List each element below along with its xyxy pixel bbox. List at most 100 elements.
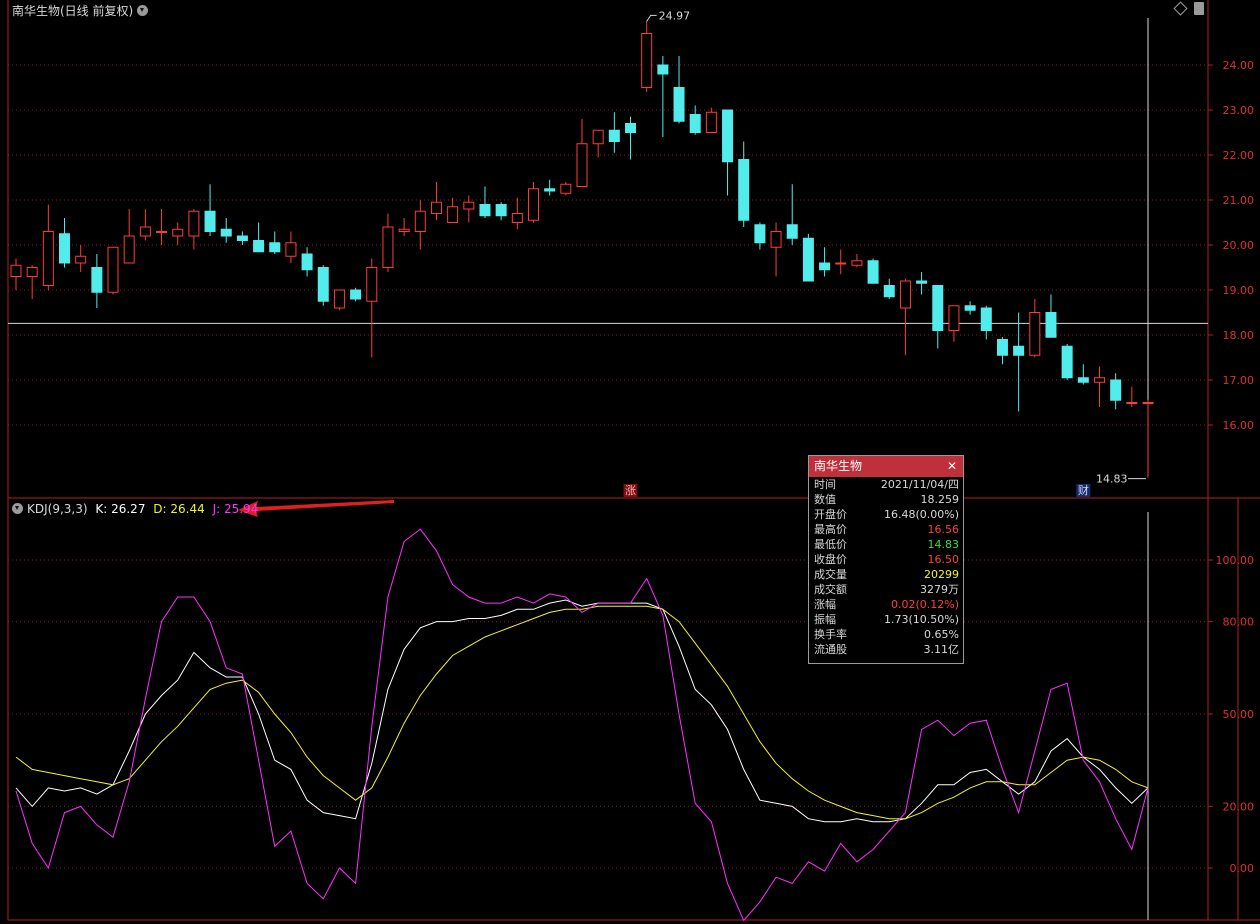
candle-body (754, 224, 766, 244)
candle (414, 200, 426, 250)
candle-body (447, 206, 459, 223)
candle-body (511, 213, 523, 223)
candle-body (479, 204, 491, 217)
candle (738, 141, 750, 227)
zhang-badge: 涨 (625, 484, 636, 497)
candle-body (414, 210, 426, 232)
kdj-line-k (15, 599, 1149, 823)
tooltip-row: 开盘价 16.48(0.00%) (809, 507, 963, 522)
candle-body (1126, 402, 1138, 404)
candle (285, 231, 297, 263)
candle (867, 258, 879, 284)
candle (705, 107, 717, 133)
candle-body (10, 264, 22, 277)
candle-body (317, 267, 329, 302)
candle-body (948, 305, 960, 331)
kdj-tick-label: 20.00 (1223, 800, 1255, 813)
candle (625, 116, 637, 160)
candle (1029, 299, 1041, 358)
candle (722, 109, 734, 196)
tooltip-header: 南华生物 ✕ (809, 456, 963, 477)
candle (835, 249, 847, 275)
candle-body (802, 237, 814, 282)
price-tick-label: 18.00 (1223, 329, 1255, 342)
annotation-arrow (238, 500, 394, 517)
candle-body (463, 201, 475, 210)
candle-body (705, 111, 717, 133)
candle-body (172, 228, 184, 237)
candle-body (220, 228, 232, 237)
tooltip-row: 换手率 0.65% (809, 627, 963, 642)
tooltip-row: 振幅 1.73(10.50%) (809, 612, 963, 627)
tooltip-row: 涨幅 0.02(0.12%) (809, 597, 963, 612)
candle (75, 245, 87, 272)
indicator-menu-icon[interactable] (12, 503, 23, 514)
candle-body (738, 159, 750, 221)
candle (592, 129, 604, 158)
price-tick-label: 20.00 (1223, 239, 1255, 252)
candle (1077, 364, 1089, 385)
price-tick-label: 23.00 (1223, 104, 1255, 117)
tooltip-rows: 时间 2021/11/04/四 数值 18.259 开盘价 16.48(0.00%) 最高价… (809, 477, 963, 657)
kdj-line-j (15, 528, 1149, 922)
candle (204, 184, 216, 236)
candle-body (689, 114, 701, 133)
tooltip-row-label: 成交量 (814, 568, 847, 581)
candle (463, 195, 475, 223)
kdj-tick-label: 80.00 (1223, 616, 1255, 629)
candle-body (430, 201, 442, 214)
candle (641, 21, 653, 92)
candle-body (576, 143, 588, 187)
candle-body (107, 246, 119, 293)
diamond-icon[interactable] (1173, 1, 1188, 16)
candle-body (1061, 345, 1073, 379)
tooltip-row: 数值 18.259 (809, 492, 963, 507)
candle (1126, 386, 1138, 407)
price-tick-label: 22.00 (1223, 149, 1255, 162)
candle (172, 222, 184, 245)
tooltip-row-value: 1.73(10.50%) (883, 613, 959, 626)
candle-body (641, 33, 653, 88)
tooltip-row: 最低价 14.83 (809, 537, 963, 552)
tooltip-row: 流通股 3.11亿 (809, 642, 963, 657)
tooltip-row-label: 换手率 (814, 628, 847, 641)
candle (10, 258, 22, 290)
candle-body (59, 233, 71, 264)
candle-body (899, 280, 911, 309)
candle-body (75, 255, 87, 264)
candle (802, 233, 814, 282)
candle-body (625, 123, 637, 133)
chart-title: 南华生物(日线 前复权) (12, 4, 134, 18)
tooltip-row-label: 成交额 (814, 583, 847, 596)
candle-body (188, 210, 200, 237)
candle-body (123, 235, 135, 264)
candle-body (350, 289, 362, 300)
high-pointer (646, 14, 657, 22)
candle-body (592, 129, 604, 145)
candle (269, 231, 281, 254)
candle (495, 202, 507, 221)
candle (447, 197, 459, 223)
scroll-handle-icon[interactable] (1194, 2, 1204, 15)
tooltip-row-value: 20299 (924, 568, 959, 581)
candle (560, 182, 572, 196)
candle (42, 204, 54, 290)
window-controls (1173, 1, 1204, 16)
candle-body (1045, 312, 1057, 338)
price-tick-label: 21.00 (1223, 194, 1255, 207)
chevron-down-icon[interactable] (137, 5, 149, 16)
candle-body (1013, 345, 1025, 356)
candle (657, 56, 669, 137)
candle (754, 222, 766, 250)
close-icon[interactable]: ✕ (946, 459, 957, 473)
indicator-legend: KDJ(9,3,3) K: 26.27 D: 26.44 J: 25.94 (12, 502, 258, 516)
candle-body (544, 188, 556, 192)
candle (1142, 399, 1154, 478)
candle-body (560, 183, 572, 194)
candle (899, 278, 911, 356)
candle (317, 265, 329, 306)
candle (511, 197, 523, 230)
tooltip-row: 成交额 3279万 (809, 582, 963, 597)
candle (527, 182, 539, 223)
